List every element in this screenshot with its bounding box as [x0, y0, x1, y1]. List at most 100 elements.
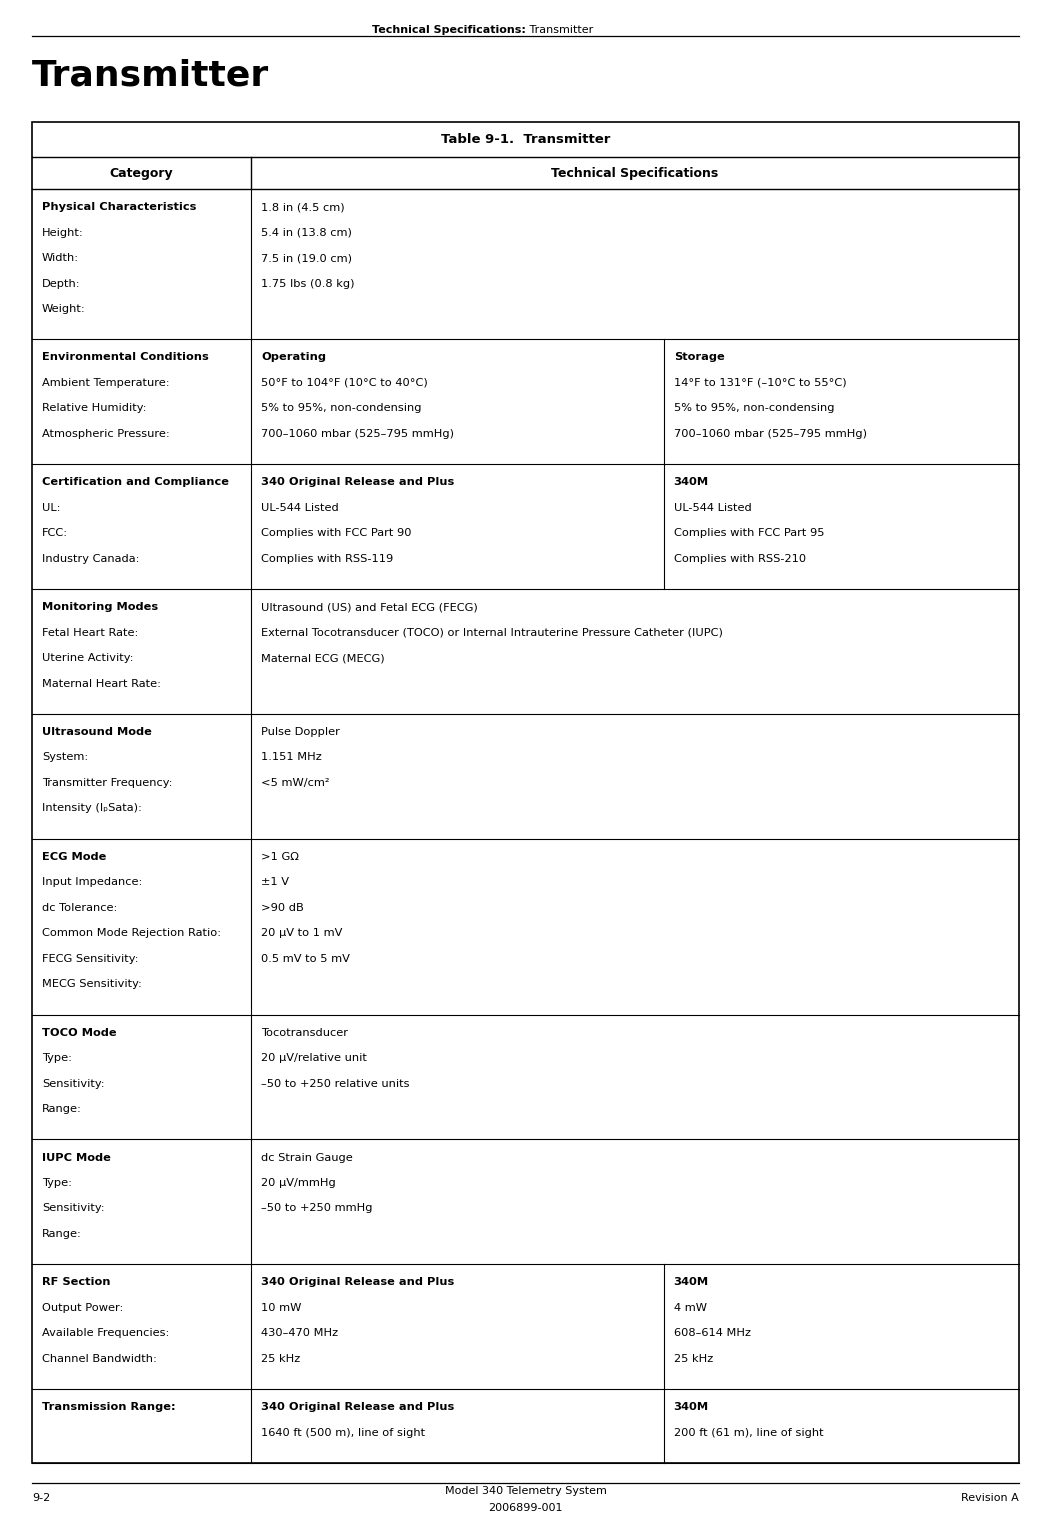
Text: 340 Original Release and Plus: 340 Original Release and Plus [261, 1403, 454, 1412]
Text: 700–1060 mbar (525–795 mmHg): 700–1060 mbar (525–795 mmHg) [674, 429, 867, 438]
Text: Physical Characteristics: Physical Characteristics [42, 201, 197, 212]
Text: Tocotransducer: Tocotransducer [261, 1027, 348, 1038]
Text: Type:: Type: [42, 1178, 73, 1187]
Text: 50°F to 104°F (10°C to 40°C): 50°F to 104°F (10°C to 40°C) [261, 378, 428, 388]
Text: Maternal Heart Rate:: Maternal Heart Rate: [42, 678, 161, 689]
Text: Industry Canada:: Industry Canada: [42, 554, 140, 564]
Text: Environmental Conditions: Environmental Conditions [42, 352, 209, 363]
Text: Technical Specifications:: Technical Specifications: [372, 25, 526, 35]
Text: Certification and Compliance: Certification and Compliance [42, 477, 229, 488]
Text: RF Section: RF Section [42, 1278, 110, 1287]
Text: Complies with RSS-119: Complies with RSS-119 [261, 554, 393, 564]
Text: 608–614 MHz: 608–614 MHz [674, 1329, 750, 1338]
Text: Output Power:: Output Power: [42, 1303, 123, 1313]
Text: Sensitivity:: Sensitivity: [42, 1078, 105, 1089]
Text: 340M: 340M [674, 1278, 708, 1287]
Text: dc Strain Gauge: dc Strain Gauge [261, 1152, 353, 1163]
Text: Uterine Activity:: Uterine Activity: [42, 654, 133, 663]
Text: Transmitter: Transmitter [526, 25, 593, 35]
Text: Fetal Heart Rate:: Fetal Heart Rate: [42, 628, 139, 638]
Text: Weight:: Weight: [42, 305, 86, 314]
Text: UL-544 Listed: UL-544 Listed [674, 503, 751, 512]
Text: Complies with RSS-210: Complies with RSS-210 [674, 554, 806, 564]
Text: UL:: UL: [42, 503, 61, 512]
Text: Complies with FCC Part 90: Complies with FCC Part 90 [261, 528, 412, 538]
Text: Category: Category [109, 166, 173, 180]
Text: 200 ft (61 m), line of sight: 200 ft (61 m), line of sight [674, 1427, 823, 1438]
Text: 20 µV to 1 mV: 20 µV to 1 mV [261, 929, 343, 938]
Text: 7.5 in (19.0 cm): 7.5 in (19.0 cm) [261, 254, 352, 263]
Text: 5% to 95%, non-condensing: 5% to 95%, non-condensing [674, 403, 834, 414]
Text: IUPC Mode: IUPC Mode [42, 1152, 110, 1163]
Text: 1.75 lbs (0.8 kg): 1.75 lbs (0.8 kg) [261, 278, 354, 289]
Text: Complies with FCC Part 95: Complies with FCC Part 95 [674, 528, 824, 538]
Text: 340 Original Release and Plus: 340 Original Release and Plus [261, 1278, 454, 1287]
Text: Atmospheric Pressure:: Atmospheric Pressure: [42, 429, 170, 438]
Text: dc Tolerance:: dc Tolerance: [42, 903, 118, 912]
Text: Transmitter Frequency:: Transmitter Frequency: [42, 778, 172, 787]
Text: 340 Original Release and Plus: 340 Original Release and Plus [261, 477, 454, 488]
Text: Sensitivity:: Sensitivity: [42, 1203, 105, 1213]
Text: ECG Mode: ECG Mode [42, 852, 106, 861]
Text: 700–1060 mbar (525–795 mmHg): 700–1060 mbar (525–795 mmHg) [261, 429, 454, 438]
Text: 20 µV/mmHg: 20 µV/mmHg [261, 1178, 336, 1187]
Text: 1640 ft (500 m), line of sight: 1640 ft (500 m), line of sight [261, 1427, 426, 1438]
Text: Operating: Operating [261, 352, 326, 363]
Text: System:: System: [42, 752, 88, 763]
Text: –50 to +250 mmHg: –50 to +250 mmHg [261, 1203, 373, 1213]
Text: 0.5 mV to 5 mV: 0.5 mV to 5 mV [261, 954, 350, 964]
Text: 1.151 MHz: 1.151 MHz [261, 752, 322, 763]
Text: Monitoring Modes: Monitoring Modes [42, 603, 158, 612]
Text: Table 9-1.  Transmitter: Table 9-1. Transmitter [440, 132, 611, 146]
Text: >90 dB: >90 dB [261, 903, 304, 912]
Text: Transmitter: Transmitter [32, 58, 269, 92]
Text: Channel Bandwidth:: Channel Bandwidth: [42, 1353, 157, 1364]
Text: 430–470 MHz: 430–470 MHz [261, 1329, 338, 1338]
Text: Input Impedance:: Input Impedance: [42, 877, 142, 887]
Text: 5.4 in (13.8 cm): 5.4 in (13.8 cm) [261, 228, 352, 237]
Text: Common Mode Rejection Ratio:: Common Mode Rejection Ratio: [42, 929, 221, 938]
Text: Ultrasound (US) and Fetal ECG (FECG): Ultrasound (US) and Fetal ECG (FECG) [261, 603, 478, 612]
Text: Model 340 Telemetry System: Model 340 Telemetry System [445, 1486, 606, 1496]
Text: >1 GΩ: >1 GΩ [261, 852, 298, 861]
Text: 25 kHz: 25 kHz [261, 1353, 301, 1364]
Text: 340M: 340M [674, 477, 708, 488]
Text: Maternal ECG (MECG): Maternal ECG (MECG) [261, 654, 385, 663]
Text: 340M: 340M [674, 1403, 708, 1412]
Text: 25 kHz: 25 kHz [674, 1353, 713, 1364]
Text: 5% to 95%, non-condensing: 5% to 95%, non-condensing [261, 403, 421, 414]
Text: Ambient Temperature:: Ambient Temperature: [42, 378, 169, 388]
Text: Storage: Storage [674, 352, 724, 363]
Text: <5 mW/cm²: <5 mW/cm² [261, 778, 330, 787]
Text: MECG Sensitivity:: MECG Sensitivity: [42, 980, 142, 989]
Text: FCC:: FCC: [42, 528, 68, 538]
Text: Intensity (IₚSata):: Intensity (IₚSata): [42, 803, 142, 814]
Text: 14°F to 131°F (–10°C to 55°C): 14°F to 131°F (–10°C to 55°C) [674, 378, 846, 388]
Text: UL-544 Listed: UL-544 Listed [261, 503, 338, 512]
Text: Ultrasound Mode: Ultrasound Mode [42, 727, 152, 737]
Text: Type:: Type: [42, 1054, 73, 1063]
Text: 1.8 in (4.5 cm): 1.8 in (4.5 cm) [261, 201, 345, 212]
Text: 20 µV/relative unit: 20 µV/relative unit [261, 1054, 367, 1063]
Text: Relative Humidity:: Relative Humidity: [42, 403, 146, 414]
Bar [32, 122, 1019, 1463]
Text: 2006899-001: 2006899-001 [489, 1503, 562, 1513]
Text: External Tocotransducer (TOCO) or Internal Intrauterine Pressure Catheter (IUPC): External Tocotransducer (TOCO) or Intern… [261, 628, 723, 638]
Text: Range:: Range: [42, 1104, 82, 1114]
Text: Height:: Height: [42, 228, 84, 237]
Text: Range:: Range: [42, 1229, 82, 1240]
Text: Width:: Width: [42, 254, 79, 263]
Text: Revision A: Revision A [962, 1493, 1019, 1503]
Text: FECG Sensitivity:: FECG Sensitivity: [42, 954, 139, 964]
Text: ±1 V: ±1 V [261, 877, 289, 887]
Text: 10 mW: 10 mW [261, 1303, 302, 1313]
Text: Depth:: Depth: [42, 278, 81, 289]
Text: Technical Specifications: Technical Specifications [552, 166, 719, 180]
Text: Transmission Range:: Transmission Range: [42, 1403, 176, 1412]
Text: TOCO Mode: TOCO Mode [42, 1027, 117, 1038]
Text: 9-2: 9-2 [32, 1493, 50, 1503]
Text: Pulse Doppler: Pulse Doppler [261, 727, 339, 737]
Text: Available Frequencies:: Available Frequencies: [42, 1329, 169, 1338]
Text: –50 to +250 relative units: –50 to +250 relative units [261, 1078, 410, 1089]
Text: 4 mW: 4 mW [674, 1303, 706, 1313]
